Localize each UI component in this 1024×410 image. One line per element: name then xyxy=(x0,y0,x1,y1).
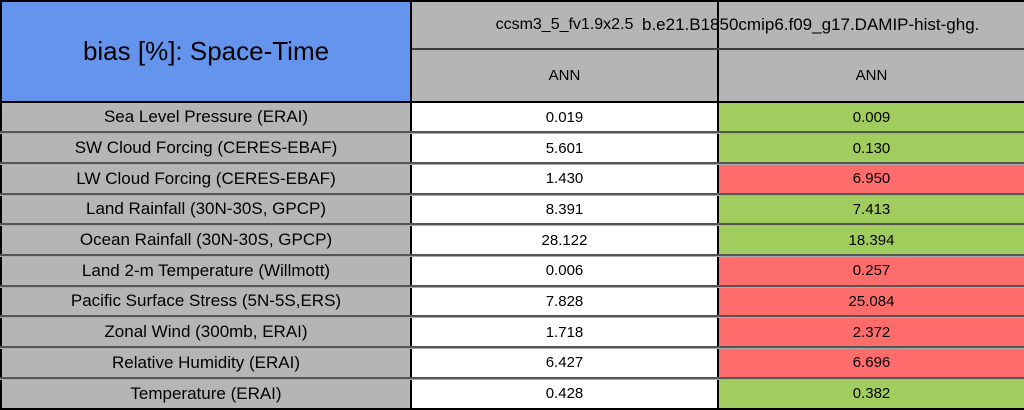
value-cell-model2: 0.130 xyxy=(717,131,1024,164)
table-row: SW Cloud Forcing (CERES-EBAF) 5.601 0.13… xyxy=(1,131,1024,164)
row-label: Sea Level Pressure (ERAI) xyxy=(1,101,411,133)
table-row: LW Cloud Forcing (CERES-EBAF) 1.430 6.95… xyxy=(1,161,1024,195)
value-cell-model2: 6.696 xyxy=(717,346,1024,379)
row-label: Zonal Wind (300mb, ERAI) xyxy=(1,315,411,348)
value-cell-model1: 1.718 xyxy=(410,315,718,348)
row-label: Ocean Rainfall (30N-30S, GPCP) xyxy=(1,223,411,256)
table-row: Relative Humidity (ERAI) 6.427 6.696 xyxy=(1,346,1024,379)
value-cell-model1: 0.428 xyxy=(410,376,718,409)
row-label: Pacific Surface Stress (5N-5S,ERS) xyxy=(1,284,411,317)
table-row: Pacific Surface Stress (5N-5S,ERS) 7.828… xyxy=(1,284,1024,317)
table-row: Zonal Wind (300mb, ERAI) 1.718 2.372 xyxy=(1,315,1024,348)
table-row: Temperature (ERAI) 0.428 0.382 xyxy=(1,376,1024,409)
table-row: Sea Level Pressure (ERAI) 0.019 0.009 xyxy=(1,101,1024,133)
value-cell-model1: 0.006 xyxy=(410,253,718,287)
table-title: bias [%]: Space-Time xyxy=(1,1,412,104)
table-row: Land Rainfall (30N-30S, GPCP) 8.391 7.41… xyxy=(1,192,1024,225)
value-cell-model1: 1.430 xyxy=(410,161,718,195)
row-label: LW Cloud Forcing (CERES-EBAF) xyxy=(1,161,411,195)
column-header-model-2-label: b.e21.B1850cmip6.f09_g17.DAMIP-hist-ghg. xyxy=(642,15,980,34)
value-cell-model2: 2.372 xyxy=(717,315,1024,348)
value-cell-model1: 0.019 xyxy=(410,101,718,133)
value-cell-model1: 8.391 xyxy=(410,192,718,225)
season-header-1: ANN xyxy=(410,49,718,104)
row-label: SW Cloud Forcing (CERES-EBAF) xyxy=(1,131,411,164)
value-cell-model1: 5.601 xyxy=(410,131,718,164)
value-cell-model1: 7.828 xyxy=(410,284,718,317)
table-row: Land 2-m Temperature (Willmott) 0.006 0.… xyxy=(1,253,1024,287)
row-label: Temperature (ERAI) xyxy=(1,376,411,409)
value-cell-model2: 18.394 xyxy=(717,223,1024,256)
value-cell-model1: 28.122 xyxy=(410,223,718,256)
value-cell-model2: 7.413 xyxy=(717,192,1024,225)
table-row: Ocean Rainfall (30N-30S, GPCP) 28.122 18… xyxy=(1,223,1024,256)
value-cell-model2: 6.950 xyxy=(717,161,1024,195)
row-label: Land 2-m Temperature (Willmott) xyxy=(1,253,411,287)
header-row-models: bias [%]: Space-Time ccsm3_5_fv1.9x2.5 b… xyxy=(1,1,1024,104)
value-cell-model2: 25.084 xyxy=(717,284,1024,317)
value-cell-model2: 0.382 xyxy=(717,376,1024,409)
column-header-model-1: ccsm3_5_fv1.9x2.5 xyxy=(410,1,718,50)
value-cell-model2: 0.257 xyxy=(717,253,1024,287)
header-row-seasons: ANN ANN xyxy=(1,49,1024,104)
column-header-model-2: b.e21.B1850cmip6.f09_g17.DAMIP-hist-ghg. xyxy=(642,1,1024,50)
value-cell-model1: 6.427 xyxy=(410,346,718,379)
season-header-2: ANN xyxy=(717,49,1024,104)
row-label: Land Rainfall (30N-30S, GPCP) xyxy=(1,192,411,225)
row-label: Relative Humidity (ERAI) xyxy=(1,346,411,379)
value-cell-model2: 0.009 xyxy=(717,101,1024,133)
